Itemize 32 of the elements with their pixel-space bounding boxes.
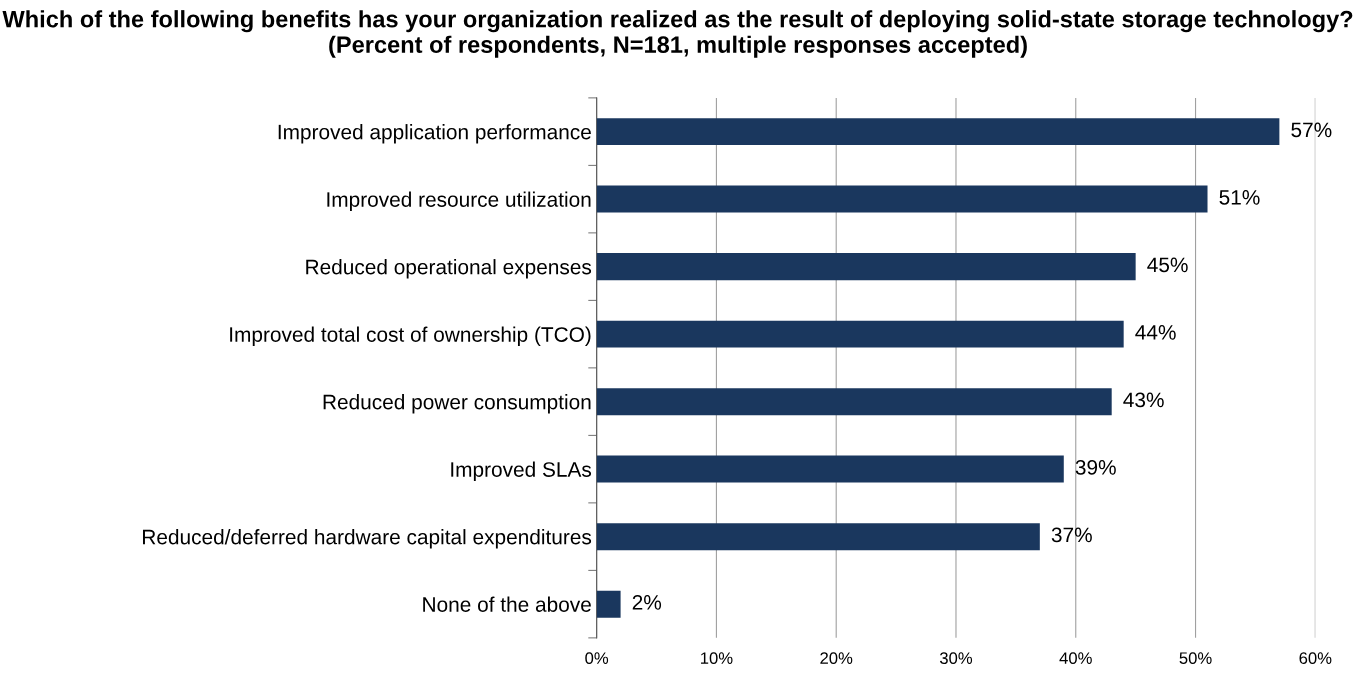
data-label: 44% [1135,325,1176,340]
data-label: 39% [1075,459,1116,475]
y-tick-label: Reduced power consumption [323,394,591,414]
bar [596,523,1040,551]
bar [596,320,1124,348]
y-tick-label: None of the above [423,596,591,612]
bar [596,185,1208,213]
bar [596,118,1280,146]
y-tick-label: Reduced/deferred hardware capital expenditures [143,529,592,549]
y-tick-label: Improved total cost of ownership (TCO) [230,326,591,346]
x-tick-label: 0% [585,652,609,665]
x-tick-label: 30% [939,652,973,665]
chart-title: Which of the following benefits has your organization realized as the result of deploying solid-state storage technology? (Percent of respondents, N=181, multiple responses accepted) [2,10,1353,58]
data-label: 51% [1219,190,1260,205]
y-tick-label: Improved application performance [278,124,591,144]
data-label: 37% [1051,527,1092,543]
bar [596,253,1136,281]
y-tick-label: Improved resource utilization [327,191,591,211]
data-label: 43% [1123,392,1164,408]
data-label: 57% [1291,122,1332,138]
x-tick-label: 50% [1179,652,1212,665]
x-tick-label: 60% [1299,652,1332,665]
x-tick-label: 10% [701,652,733,665]
bar [596,455,1064,483]
bar [596,388,1112,416]
x-tick-label: 40% [1059,652,1092,665]
x-tick-label: 20% [820,652,853,665]
bar [596,590,621,618]
y-tick-label: Reduced operational expenses [306,259,592,279]
data-label: 45% [1147,257,1188,273]
y-tick-label: Improved SLAs [451,461,592,481]
data-label: 2% [632,594,662,610]
